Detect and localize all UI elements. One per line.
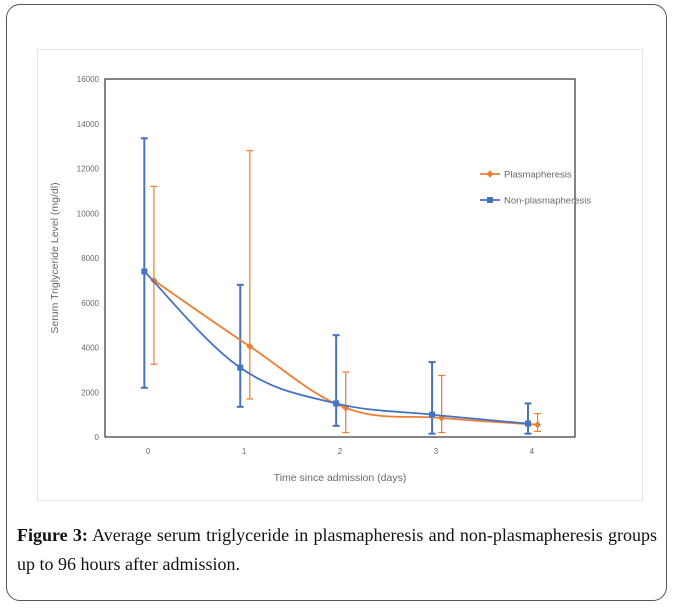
data-point: [533, 421, 542, 429]
y-tick-label: 14000: [77, 120, 100, 129]
y-tick-label: 8000: [81, 254, 99, 263]
y-tick-label: 10000: [77, 209, 100, 218]
x-tick-label: 2: [338, 447, 343, 456]
data-point: [525, 420, 531, 427]
data-point: [342, 404, 350, 412]
y-tick-label: 2000: [81, 388, 99, 397]
legend-marker: [486, 170, 494, 178]
y-tick-label: 12000: [77, 165, 100, 174]
y-tick-label: 0: [95, 433, 100, 442]
line-chart: 0 2000 4000 6000 8000 10000 12000 14000 16000 0 1 2…: [49, 75, 591, 484]
chart-area: 0 2000 4000 6000 8000 10000 12000 14000 16000 0 1 2…: [37, 49, 643, 501]
x-axis-title: Time since admission (days): [274, 472, 407, 484]
x-tick-label: 1: [242, 447, 247, 456]
legend-label: Plasmapheresis: [504, 170, 572, 181]
figure-caption-text: Average serum triglyceride in plasmapher…: [17, 525, 657, 574]
plot-frame: [104, 78, 576, 438]
data-point: [246, 342, 254, 350]
legend-label: Non-plasmapheresis: [504, 196, 591, 207]
data-point: [237, 364, 244, 371]
figure-caption: Figure 3: Average serum triglyceride in …: [17, 521, 657, 579]
data-point: [150, 276, 158, 284]
figure-frame: 0 2000 4000 6000 8000 10000 12000 14000 16000 0 1 2…: [6, 4, 667, 601]
y-axis-title: Serum Triglyceride Level (mg/dl): [49, 182, 61, 333]
data-point: [429, 411, 436, 418]
series-line: [143, 270, 529, 425]
y-tick-label: 16000: [77, 75, 100, 84]
legend-marker: [487, 197, 493, 203]
figure-label: Figure 3:: [17, 525, 88, 545]
y-tick-label: 6000: [81, 299, 99, 308]
data-point: [141, 268, 148, 275]
x-tick-label: 4: [530, 447, 535, 456]
x-tick-label: 0: [146, 447, 151, 456]
y-tick-label: 4000: [81, 344, 99, 353]
x-tick-label: 3: [434, 447, 439, 456]
data-point: [333, 400, 340, 407]
